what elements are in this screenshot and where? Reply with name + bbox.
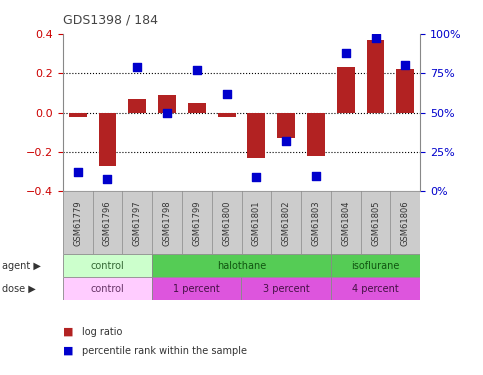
- Bar: [247, 112, 265, 158]
- Point: [163, 110, 171, 116]
- Point: [312, 172, 320, 178]
- Text: ■: ■: [63, 346, 73, 355]
- Bar: [218, 112, 236, 117]
- Bar: [367, 40, 384, 112]
- Bar: [307, 112, 325, 156]
- Point: [372, 36, 380, 42]
- Point: [342, 50, 350, 55]
- Text: 3 percent: 3 percent: [263, 284, 310, 294]
- Bar: [331, 277, 420, 300]
- Text: 1 percent: 1 percent: [173, 284, 220, 294]
- Text: GSM61799: GSM61799: [192, 200, 201, 246]
- Text: percentile rank within the sample: percentile rank within the sample: [82, 346, 247, 355]
- Text: halothane: halothane: [217, 261, 266, 271]
- Bar: [188, 103, 206, 112]
- Text: isoflurane: isoflurane: [351, 261, 400, 271]
- Text: agent ▶: agent ▶: [2, 261, 41, 271]
- Bar: [331, 255, 420, 277]
- Point: [193, 67, 201, 73]
- Text: GSM61802: GSM61802: [282, 200, 291, 246]
- Bar: [63, 277, 152, 300]
- Text: GSM61806: GSM61806: [401, 200, 410, 246]
- Text: ■: ■: [63, 327, 73, 337]
- Bar: [242, 277, 331, 300]
- Text: 4 percent: 4 percent: [352, 284, 399, 294]
- Bar: [158, 95, 176, 112]
- Bar: [99, 112, 116, 166]
- Point: [74, 170, 82, 176]
- Text: GSM61803: GSM61803: [312, 200, 320, 246]
- Text: GSM61800: GSM61800: [222, 200, 231, 246]
- Bar: [277, 112, 295, 138]
- Text: GSM61804: GSM61804: [341, 200, 350, 246]
- Point: [133, 64, 141, 70]
- Text: dose ▶: dose ▶: [2, 284, 36, 294]
- Point: [253, 174, 260, 180]
- Bar: [69, 112, 86, 117]
- Text: log ratio: log ratio: [82, 327, 123, 337]
- Text: control: control: [91, 261, 124, 271]
- Point: [104, 176, 112, 182]
- Text: GDS1398 / 184: GDS1398 / 184: [63, 13, 158, 26]
- Bar: [128, 99, 146, 112]
- Text: GSM61796: GSM61796: [103, 200, 112, 246]
- Bar: [152, 255, 331, 277]
- Text: GSM61805: GSM61805: [371, 200, 380, 246]
- Bar: [397, 69, 414, 112]
- Point: [282, 138, 290, 144]
- Text: control: control: [91, 284, 124, 294]
- Text: GSM61801: GSM61801: [252, 200, 261, 246]
- Text: GSM61779: GSM61779: [73, 200, 82, 246]
- Text: GSM61798: GSM61798: [163, 200, 171, 246]
- Bar: [63, 255, 152, 277]
- Bar: [152, 277, 242, 300]
- Point: [223, 91, 230, 97]
- Bar: [337, 67, 355, 112]
- Point: [401, 62, 409, 68]
- Text: GSM61797: GSM61797: [133, 200, 142, 246]
